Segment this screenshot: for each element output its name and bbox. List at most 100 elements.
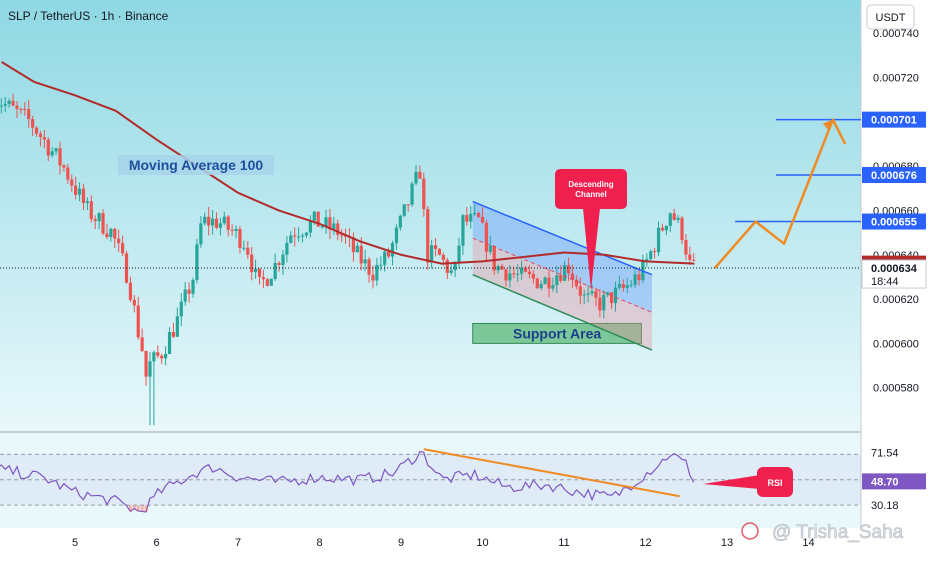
candle-bull — [289, 235, 293, 243]
price-tick: 0.000720 — [873, 73, 919, 85]
candle-bull — [383, 251, 387, 265]
candle-bear — [433, 245, 438, 249]
candle-bear — [359, 245, 363, 264]
candle-bear — [136, 305, 140, 338]
candle-bull — [218, 223, 222, 228]
candle-bear — [660, 227, 665, 231]
candle-bull — [488, 245, 492, 252]
candle-bull — [390, 243, 395, 257]
time-tick: 5 — [72, 537, 78, 549]
candle-bear — [250, 254, 254, 273]
candle-bear — [207, 216, 211, 226]
candle-bear — [70, 179, 74, 186]
candle-bull — [54, 148, 58, 152]
candle-bear — [680, 217, 684, 240]
moving-average-text: Moving Average 100 — [129, 157, 264, 173]
candle-bear — [653, 251, 657, 253]
rsi-layer — [0, 448, 861, 513]
price-tick: 0.000580 — [873, 383, 919, 395]
candle-bull — [191, 279, 195, 294]
currency-button[interactable]: USDT — [866, 4, 915, 30]
candle-bull — [269, 278, 273, 286]
candle-bull — [285, 242, 289, 255]
candle-bear — [81, 188, 86, 204]
candle-bear — [527, 271, 532, 274]
candle-bear — [437, 248, 442, 255]
candle-bear — [578, 286, 582, 296]
candle-bull — [199, 223, 203, 245]
time-tick: 12 — [639, 537, 651, 549]
candle-bear — [257, 268, 262, 278]
time-axis-background — [0, 528, 861, 556]
candle-bear — [559, 275, 563, 281]
candle-bull — [77, 188, 82, 195]
channel-mid-line — [472, 237, 653, 313]
candle-bull — [363, 259, 367, 264]
candle-bull — [676, 217, 680, 220]
candle-bear — [637, 274, 641, 281]
candle-bull — [50, 151, 54, 156]
candle-bull — [152, 352, 156, 362]
time-tick: 11 — [558, 537, 569, 549]
candle-bull — [222, 216, 226, 224]
candle-bull — [375, 265, 379, 281]
candle-bear — [128, 282, 133, 300]
candle-bull — [324, 217, 328, 227]
candle-bear — [422, 178, 426, 210]
candle-bull — [430, 245, 434, 263]
candle-bear — [316, 211, 320, 227]
candle-bull — [167, 332, 172, 354]
candle-bear — [265, 279, 269, 286]
candle-bear — [187, 289, 191, 294]
candle-bear — [351, 237, 356, 253]
moving-average-label: Moving Average 100 — [118, 155, 274, 175]
axes-layer: 0.0005800.0006000.0006200.0006400.000660… — [72, 28, 927, 549]
candle-bear — [277, 262, 281, 265]
candle-bull — [617, 284, 622, 288]
candle-bear — [117, 238, 121, 244]
price-label: 0.000701 — [862, 111, 926, 128]
currency-label: USDT — [876, 12, 906, 24]
candle-bear — [113, 228, 117, 239]
candle-bull — [508, 273, 512, 281]
candle-bear — [492, 245, 496, 271]
candle-bull — [449, 270, 453, 273]
price-tick: 0.000620 — [873, 294, 919, 306]
channel-lower-line — [472, 274, 653, 351]
candle-bear — [688, 254, 692, 260]
candle-bull — [649, 251, 653, 260]
candle-bull — [563, 265, 567, 281]
candle-bull — [320, 226, 324, 228]
candle-bull — [606, 292, 610, 295]
candle-bear — [426, 209, 430, 263]
candle-bull — [297, 236, 301, 238]
candle-bull — [539, 283, 543, 289]
candle-bear — [566, 265, 571, 274]
candle-bear — [46, 139, 50, 156]
candle-bear — [156, 352, 160, 356]
candle-bear — [387, 251, 391, 257]
candle-bear — [19, 108, 23, 110]
candle-bull — [304, 232, 309, 236]
time-tick: 10 — [476, 537, 488, 549]
candle-bull — [602, 294, 606, 311]
rsi-divergence-line — [423, 448, 680, 498]
price-pane-background — [0, 0, 861, 432]
price-label: 0.000655 — [862, 213, 926, 230]
price-label-text: 0.000676 — [871, 170, 917, 182]
candle-bear — [340, 234, 344, 236]
support-area-text: Support Area — [513, 325, 601, 341]
candle-bear — [140, 337, 144, 351]
candle-bull — [633, 274, 637, 285]
candle-bear — [74, 185, 78, 195]
candle-bear — [328, 217, 332, 230]
candle-bear — [594, 291, 598, 298]
rsi-current-box — [862, 473, 926, 490]
candle-bear — [101, 213, 105, 234]
candle-bear — [230, 229, 234, 231]
rsi-line — [0, 450, 695, 513]
candle-bear — [476, 212, 481, 217]
candle-bear — [547, 277, 551, 289]
candle-bull — [586, 293, 590, 295]
